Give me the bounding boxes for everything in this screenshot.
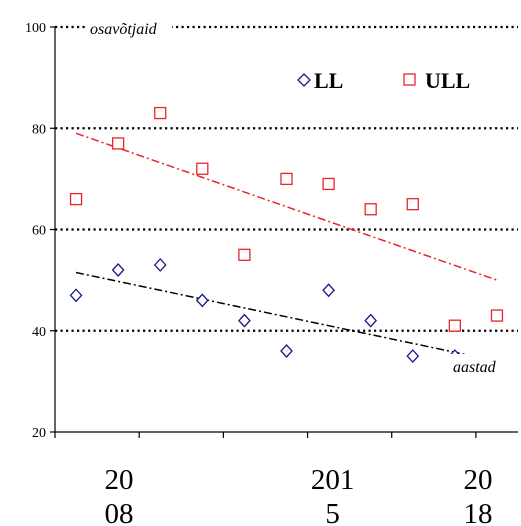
point-ull-2012 [238,248,251,261]
xlabel-background [448,354,512,376]
x-category-label-bottom-2015: 5 [325,498,340,526]
y-tick-label-20: 20 [32,426,46,441]
point-ull-2018 [490,309,504,322]
y-tick-label-100: 100 [25,21,46,36]
x-category-label-bottom-2018: 18 [464,498,493,526]
point-ull-2017 [448,319,462,332]
point-ll-2016 [406,349,420,364]
point-ull-2011 [196,162,209,175]
point-ll-2010 [153,257,167,272]
trendline-ll [75,271,498,362]
y-tick-label-80: 80 [32,122,46,137]
point-ull-2016 [406,198,419,211]
y-tick-label-40: 40 [32,325,46,340]
point-ull-2013 [280,172,293,186]
point-ull-2010 [154,106,167,120]
x-category-label-top-2018: 20 [464,464,493,496]
x-category-label-top-2015: 201 [311,464,355,496]
point-ull-2015 [364,203,377,216]
point-ll-2014 [322,283,335,298]
legend-label-ll: LL [314,68,343,93]
legend: LL ULL [297,68,470,93]
legend-square-marker [403,73,416,86]
point-ull-2008 [69,192,83,206]
point-ll-2013 [280,344,293,358]
y-tick-label-60: 60 [32,224,46,239]
point-ll-2008 [69,288,83,303]
legend-diamond-marker [297,73,311,87]
x-category-label-top-2008: 20 [105,464,134,496]
x-category-label-bottom-2008: 08 [105,498,134,526]
point-ull-2009 [111,137,125,150]
legend-label-ull: ULL [425,68,470,93]
point-ll-2015 [364,313,378,328]
x-axis-title: aastad [453,359,497,376]
point-ll-2009 [111,263,125,277]
point-ull-2014 [322,177,335,191]
point-ll-2011 [195,293,209,308]
point-ll-2012 [238,313,251,328]
y-axis-title: osavõtjaid [90,21,158,38]
ylabel-background [86,16,172,38]
trendline-ull [75,132,498,281]
